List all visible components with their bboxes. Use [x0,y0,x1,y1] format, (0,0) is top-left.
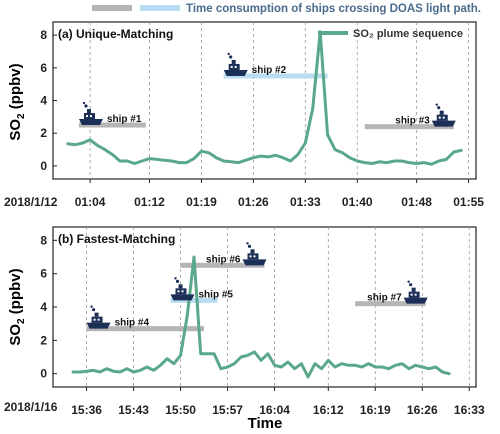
header-legend-text: Time consumption of ships crossing DOAS … [186,3,481,15]
ship-label: ship #4 [115,318,150,329]
ship-label: ship #1 [107,114,142,125]
y-tick-label: 0 [40,367,47,381]
header-legend: Time consumption of ships crossing DOAS … [92,3,481,15]
y-axis-label-b: SO2 (ppbv) [7,268,27,345]
so2-line [71,255,451,379]
blue-bar-swatch [140,5,180,11]
gray-bar-swatch [92,5,132,11]
x-tick-label: 01:12 [134,195,165,209]
panel-a-title: (a) Unique-Matching [58,27,173,41]
ship-label: ship #5 [199,289,234,300]
x-tick-label: 15:36 [71,403,102,417]
x-tick-label: 01:19 [186,195,217,209]
y-tick-label: 6 [40,267,47,281]
x-tick-label: 16:12 [313,403,344,417]
x-tick-label: 01:40 [342,195,373,209]
ship-icon [86,305,111,329]
x-tick-label: 15:57 [212,403,243,417]
y-tick-label: 0 [40,159,47,173]
legend-label: SO₂ plume sequence [353,28,463,40]
panel-b-frame [52,226,477,388]
x-tick-label: 16:19 [360,403,391,417]
y-axis-label-a: SO2 (ppbv) [7,63,27,140]
y-tick-label: 4 [40,94,47,108]
panel-b: ship #4 ship #5 ship #6 ship #7 0 2 4 6 8 15:36… [4,226,485,417]
ship-label: ship #6 [206,254,241,265]
date-label-b: 2018/1/16 [4,400,58,414]
ship-icon [170,277,195,301]
ship-icon [242,242,267,266]
x-tick-label: 16:33 [454,403,485,417]
ship-duration-bar [180,262,265,268]
ship-icon [403,280,428,304]
so2-line [66,30,463,166]
y-tick-label: 4 [40,300,47,314]
x-tick-label: 01:26 [238,195,269,209]
y-tick-label: 6 [40,61,47,75]
ship-icon [431,103,456,127]
x-tick-label: 01:33 [290,195,321,209]
x-axis-label: Time [248,415,283,432]
x-tick-label: 15:43 [118,403,149,417]
y-tick-label: 8 [40,28,47,42]
y-tick-label: 8 [40,233,47,247]
panel-a: ship #1 ship #2 ship #3 0 2 4 6 8 01:04 01:12 01… [4,21,484,209]
date-label-a: 2018/1/12 [4,195,58,209]
ship-duration-bar [364,124,454,130]
y-tick-label: 2 [40,126,47,140]
ship-label: ship #7 [367,293,402,304]
ship-duration-bar [355,301,426,307]
series-legend: SO₂ plume sequence [318,28,463,40]
x-tick-label: 15:50 [165,403,196,417]
ship-label: ship #2 [252,65,287,76]
ship-icon [223,52,248,76]
x-tick-label: 01:55 [453,195,484,209]
ship-duration-bar [86,326,205,332]
ship-label: ship #3 [395,116,430,127]
ship-icon [78,101,103,126]
y-tick-label: 2 [40,333,47,347]
panel-b-title: (b) Fastest-Matching [58,232,175,246]
x-tick-label: 01:48 [401,195,432,209]
ship-duration-bar [170,297,218,303]
ship-duration-bar [78,122,146,128]
x-tick-label: 16:26 [407,403,438,417]
x-tick-label: 16:04 [259,403,290,417]
x-tick-label: 01:04 [75,195,106,209]
ship-duration-bar [223,73,328,79]
